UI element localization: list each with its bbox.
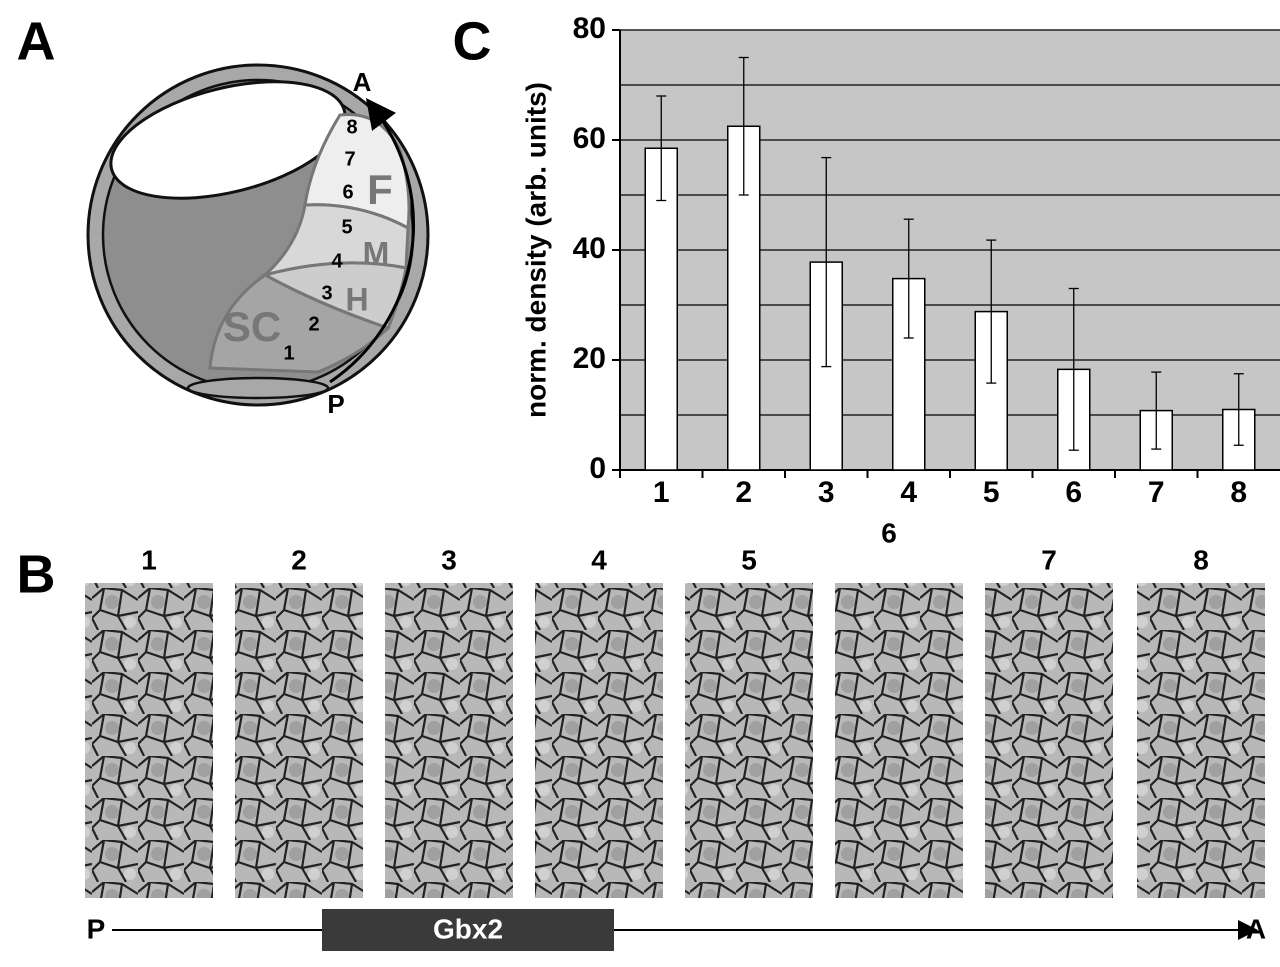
x-tick-label: 3 [818,476,835,509]
panel-label: C [453,11,492,71]
error-bar [1151,371,1162,450]
axis-end: P [87,913,106,944]
cell-image [1137,583,1265,898]
cell-image [385,583,513,898]
image-label: 2 [291,544,307,575]
error-bar [986,239,997,384]
panel-a [86,63,430,407]
cell-image [985,583,1113,898]
gene-label: Gbx2 [433,913,503,944]
error-bar [656,95,667,202]
cell-image [235,583,363,898]
error-bar [903,218,914,339]
gene-box [322,909,614,951]
region-label: F [367,166,393,213]
region-label: SC [223,303,281,350]
error-bar [821,156,832,368]
x-tick-label: 7 [1148,476,1165,509]
position-number: 5 [341,216,352,238]
panel-label: A [17,11,56,71]
image-label: 8 [1193,544,1209,575]
position-number: 3 [321,282,332,304]
y-tick-label: 80 [573,12,606,45]
position-number: 2 [308,313,319,335]
y-axis-label: norm. density (arb. units) [520,82,551,418]
position-number: 4 [331,250,343,272]
image-label: 5 [741,544,757,575]
cell-image [835,583,963,898]
region-label: M [363,235,390,271]
image-label: 4 [591,544,607,575]
panel-label: B [17,544,56,604]
position-number: 6 [342,181,353,203]
panel-b [85,583,1265,898]
y-tick-label: 40 [573,232,606,265]
error-bar [738,56,749,196]
bar [644,147,678,471]
error-bar [1233,373,1244,446]
cell-image [85,583,213,898]
error-bar [1068,287,1079,451]
axis-end: A [353,67,372,97]
image-label: 3 [441,544,457,575]
y-tick-label: 0 [589,452,606,485]
x-tick-label: 5 [983,476,1000,509]
x-tick-label: 6 [1065,476,1082,509]
x-tick-label: 1 [653,476,670,509]
region-label: H [345,281,368,317]
image-label: 1 [141,544,157,575]
x-tick-label: 2 [735,476,752,509]
y-tick-label: 60 [573,122,606,155]
cell-image [535,583,663,898]
axis-end: P [327,389,344,419]
x-tick-label: 8 [1230,476,1247,509]
axis-end: A [1246,913,1266,944]
image-label: 6 [881,517,897,548]
position-number: 8 [346,116,357,138]
x-tick-label: 4 [900,476,917,509]
position-number: 1 [283,342,294,364]
cell-image [685,583,813,898]
position-number: 7 [344,148,355,170]
y-tick-label: 20 [573,342,606,375]
image-label: 7 [1041,544,1057,575]
